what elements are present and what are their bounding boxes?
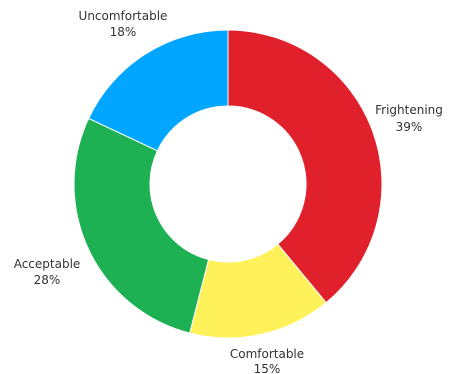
label-uncomfortable-name: Uncomfortable	[79, 9, 168, 23]
label-acceptable-name: Acceptable	[14, 257, 81, 271]
slice-comfortable	[189, 243, 327, 339]
label-uncomfortable-percent: 18%	[110, 25, 137, 39]
slice-frightening	[227, 29, 383, 304]
label-frightening-name: Frightening	[375, 103, 443, 117]
slice-labels: Frightening 39% Comfortable 15% Acceptab…	[14, 9, 443, 374]
label-comfortable-percent: 15%	[254, 362, 281, 374]
donut-slices	[73, 29, 383, 339]
slice-uncomfortable	[87, 29, 229, 152]
label-comfortable-name: Comfortable	[230, 347, 304, 361]
slice-acceptable	[73, 117, 210, 334]
label-acceptable-percent: 28%	[34, 273, 61, 287]
label-frightening-percent: 39%	[396, 120, 423, 134]
